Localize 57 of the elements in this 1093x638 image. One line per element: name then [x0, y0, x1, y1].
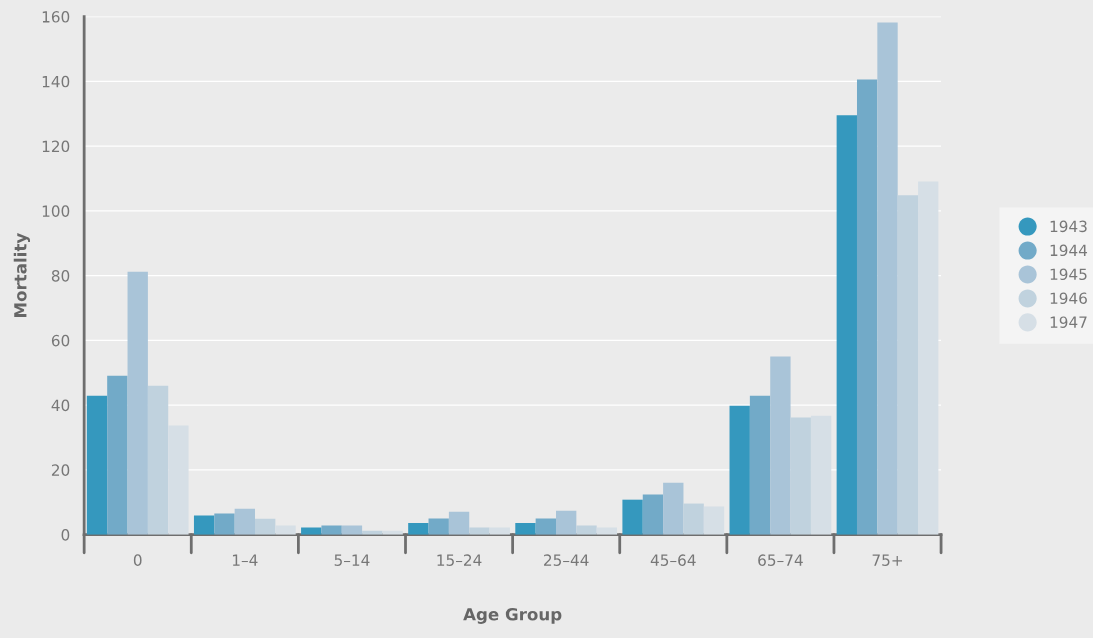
x-tick-label: 45–64 — [650, 554, 696, 566]
x-tick-label: 75+ — [872, 554, 903, 566]
bar — [255, 518, 276, 535]
x-tick-label: 25–44 — [544, 554, 589, 566]
bar — [749, 395, 771, 535]
bar — [663, 482, 684, 535]
bar — [836, 115, 857, 535]
bar — [127, 271, 148, 535]
legend-label: 1946 — [1050, 292, 1087, 304]
bar — [168, 425, 189, 535]
x-tick-label: 5–14 — [334, 554, 370, 566]
y-axis-title: Mortality — [13, 233, 30, 317]
bar — [877, 22, 898, 535]
y-tick-label: 140 — [42, 75, 70, 88]
bar — [234, 508, 256, 535]
bar — [214, 513, 235, 535]
y-tick-label: 160 — [42, 11, 70, 23]
bar — [576, 525, 597, 535]
x-tick-label: 65–74 — [758, 554, 803, 566]
bar — [770, 356, 791, 535]
bar — [897, 195, 919, 535]
bar — [642, 494, 664, 535]
x-tick-label: 0 — [133, 554, 142, 566]
bar — [729, 405, 750, 535]
bar — [428, 518, 449, 535]
legend-label: 1943 — [1050, 220, 1087, 233]
bar — [86, 395, 108, 535]
x-tick-label: 1–4 — [232, 554, 258, 566]
bar — [856, 79, 878, 535]
bar — [321, 525, 342, 535]
bar — [147, 385, 169, 535]
bar — [107, 375, 128, 535]
bar — [790, 417, 811, 535]
bar — [556, 510, 577, 535]
y-tick-label: 40 — [51, 399, 70, 412]
bar — [622, 499, 643, 535]
bar — [703, 506, 725, 535]
bar — [275, 525, 296, 535]
legend-label: 1945 — [1050, 268, 1087, 281]
bar — [683, 503, 704, 535]
bar — [515, 522, 536, 535]
bar — [448, 511, 470, 535]
legend-label: 1947 — [1050, 316, 1087, 328]
x-tick-label: 15–24 — [437, 554, 482, 566]
bar — [918, 181, 939, 535]
bar — [193, 515, 215, 535]
bar — [810, 415, 832, 535]
bar — [408, 522, 429, 535]
y-tick-label: 120 — [42, 140, 70, 153]
y-tick-label: 60 — [51, 334, 70, 347]
bar — [535, 518, 556, 535]
y-tick-label: 100 — [42, 205, 70, 217]
y-tick-label: 0 — [61, 529, 70, 541]
legend-label: 1944 — [1050, 244, 1088, 257]
y-tick-label: 80 — [51, 270, 70, 282]
y-tick-label: 20 — [51, 464, 70, 476]
x-axis-title: Age Group — [463, 607, 562, 624]
